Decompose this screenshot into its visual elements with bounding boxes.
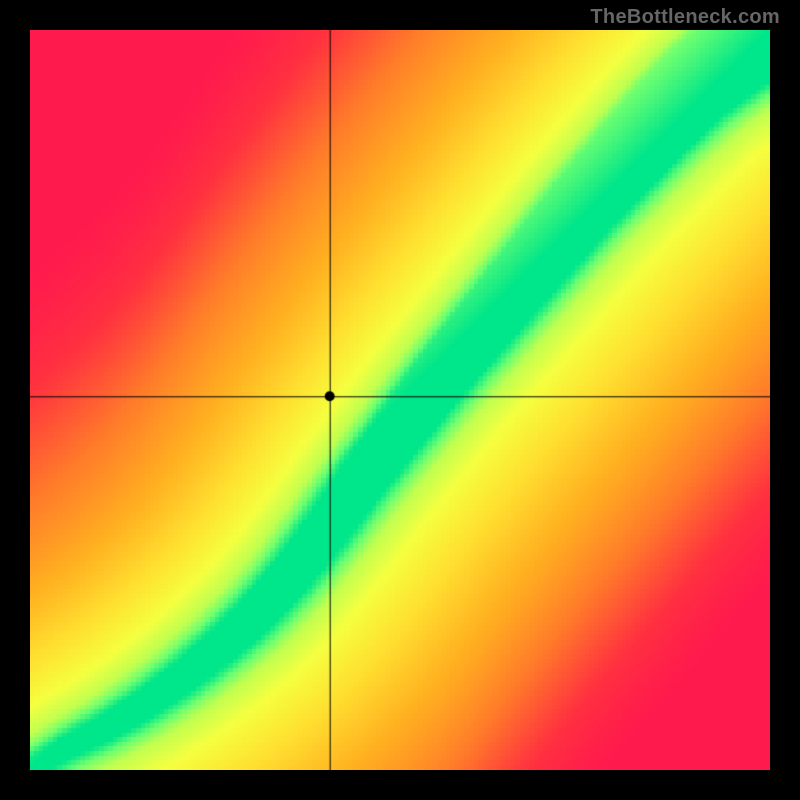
bottleneck-heatmap (30, 30, 770, 770)
watermark-text: TheBottleneck.com (590, 6, 780, 29)
chart-container: TheBottleneck.com (0, 0, 800, 800)
